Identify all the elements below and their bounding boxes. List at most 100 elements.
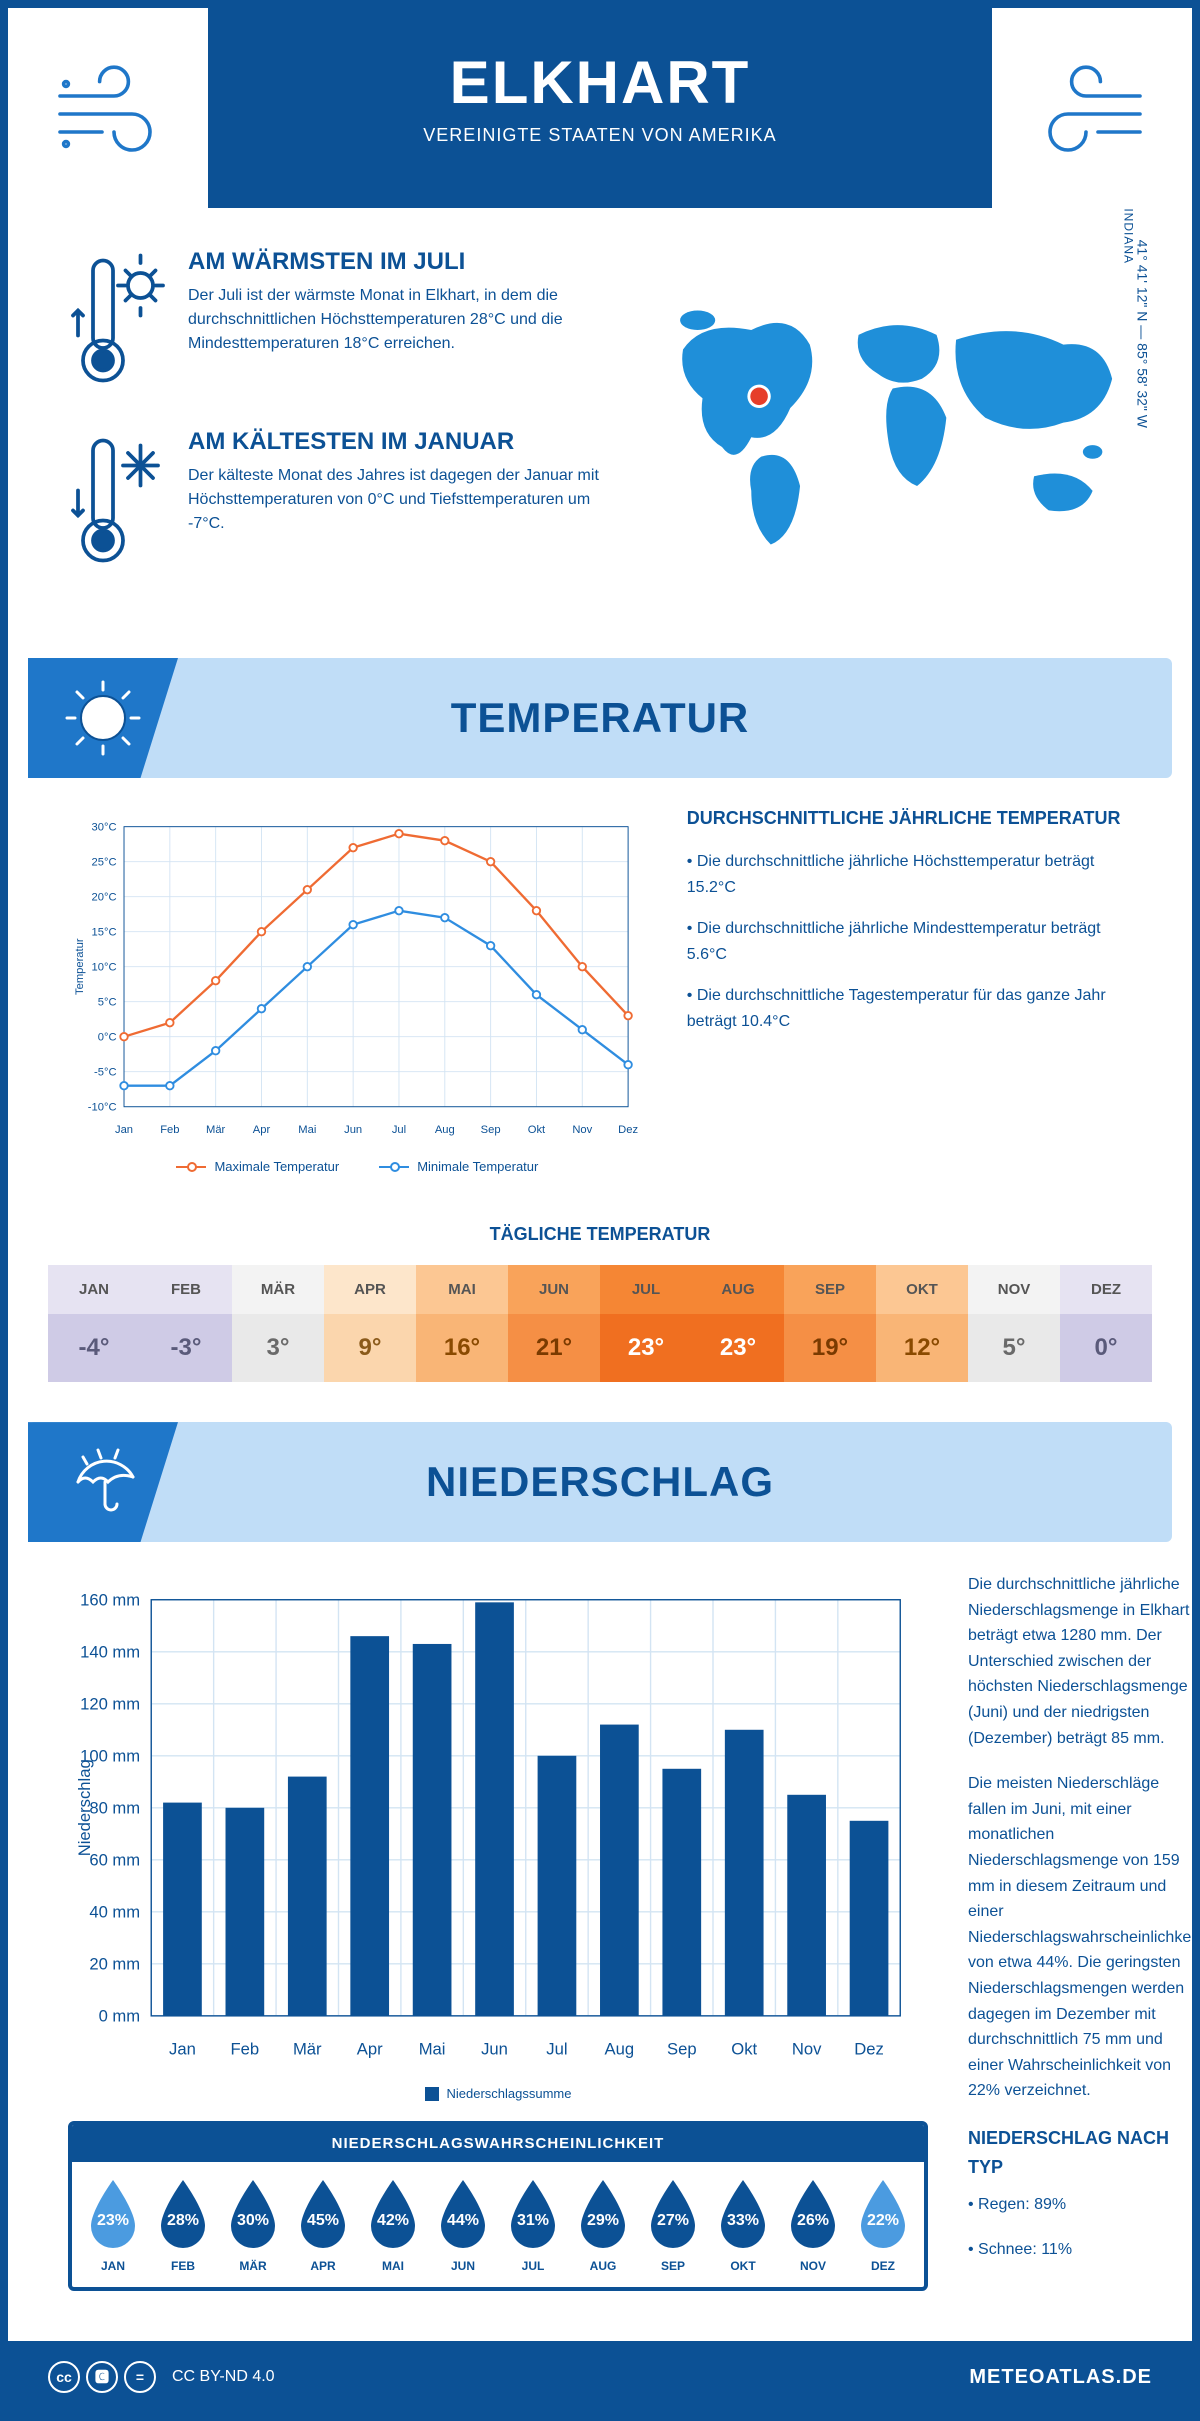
warmest-block: AM WÄRMSTEN IM JULI Der Juli ist der wär… bbox=[68, 248, 604, 398]
precipitation-chart: 0 mm20 mm40 mm60 mm80 mm100 mm120 mm140 … bbox=[68, 1572, 928, 2071]
daily-cell: MAI 16° bbox=[416, 1265, 508, 1382]
page: ELKHART VEREINIGTE STAATEN VON AMERIKA bbox=[0, 0, 1200, 2421]
svg-text:Dez: Dez bbox=[618, 1124, 638, 1136]
precip-p2: Die meisten Niederschläge fallen im Juni… bbox=[968, 1771, 1199, 2104]
temperature-chart: -10°C-5°C0°C5°C10°C15°C20°C25°C30°CJanFe… bbox=[68, 808, 647, 1174]
header-center: ELKHART VEREINIGTE STAATEN VON AMERIKA bbox=[208, 8, 992, 208]
svg-text:Dez: Dez bbox=[854, 2040, 884, 2059]
svg-text:Nov: Nov bbox=[572, 1124, 592, 1136]
svg-text:Jun: Jun bbox=[481, 2040, 508, 2059]
svg-text:-10°C: -10°C bbox=[88, 1101, 117, 1113]
sun-icon bbox=[63, 678, 143, 758]
svg-text:-5°C: -5°C bbox=[94, 1066, 117, 1078]
svg-text:40 mm: 40 mm bbox=[89, 1902, 140, 1921]
intro-section: AM WÄRMSTEN IM JULI Der Juli ist der wär… bbox=[8, 208, 1192, 648]
page-subtitle: VEREINIGTE STAATEN VON AMERIKA bbox=[208, 125, 992, 146]
svg-text:Jun: Jun bbox=[344, 1124, 362, 1136]
precip-drop: 33% OKT bbox=[710, 2176, 776, 2273]
precip-drop: 27% SEP bbox=[640, 2176, 706, 2273]
svg-text:Apr: Apr bbox=[357, 2040, 383, 2059]
by-icon: 🅲 bbox=[86, 2361, 118, 2393]
precip-drop: 26% NOV bbox=[780, 2176, 846, 2273]
svg-text:160 mm: 160 mm bbox=[80, 1590, 140, 1609]
svg-text:Jan: Jan bbox=[115, 1124, 133, 1136]
svg-text:Jan: Jan bbox=[169, 2040, 196, 2059]
svg-text:Temperatur: Temperatur bbox=[74, 938, 86, 995]
license-text: CC BY-ND 4.0 bbox=[172, 2368, 275, 2386]
warmest-title: AM WÄRMSTEN IM JULI bbox=[188, 248, 604, 276]
temp-bullet-1: • Die durchschnittliche jährliche Höchst… bbox=[687, 849, 1132, 900]
coordinates: 41° 41' 12" N — 85° 58' 32" W bbox=[1134, 240, 1150, 428]
coldest-title: AM KÄLTESTEN IM JANUAR bbox=[188, 428, 604, 456]
svg-text:Mai: Mai bbox=[298, 1124, 316, 1136]
daily-cell: AUG 23° bbox=[692, 1265, 784, 1382]
precip-drop: 45% APR bbox=[290, 2176, 356, 2273]
svg-text:80 mm: 80 mm bbox=[89, 1798, 140, 1817]
daily-cell: JUL 23° bbox=[600, 1265, 692, 1382]
thermometer-hot-icon bbox=[68, 248, 168, 398]
precip-drop: 28% FEB bbox=[150, 2176, 216, 2273]
cc-icons: cc 🅲 = bbox=[48, 2361, 156, 2393]
thermometer-cold-icon bbox=[68, 428, 168, 578]
precip-rain: • Regen: 89% bbox=[968, 2192, 1199, 2218]
svg-text:140 mm: 140 mm bbox=[80, 1642, 140, 1661]
temperature-heading: TEMPERATUR bbox=[451, 694, 750, 742]
svg-text:Sep: Sep bbox=[667, 2040, 697, 2059]
daily-cell: JUN 21° bbox=[508, 1265, 600, 1382]
daily-cell: DEZ 0° bbox=[1060, 1265, 1152, 1382]
precip-banner: NIEDERSCHLAG bbox=[28, 1422, 1172, 1542]
svg-text:60 mm: 60 mm bbox=[89, 1850, 140, 1869]
precip-drop: 30% MÄR bbox=[220, 2176, 286, 2273]
svg-text:20°C: 20°C bbox=[92, 891, 117, 903]
world-map: INDIANA 41° 41' 12" N — 85° 58' 32" W bbox=[644, 248, 1132, 608]
svg-text:Mai: Mai bbox=[419, 2040, 446, 2059]
svg-text:0 mm: 0 mm bbox=[99, 2006, 141, 2025]
svg-text:10°C: 10°C bbox=[92, 961, 117, 973]
temperature-info: DURCHSCHNITTLICHE JÄHRLICHE TEMPERATUR •… bbox=[687, 808, 1132, 1174]
svg-text:Okt: Okt bbox=[528, 1124, 546, 1136]
warmest-text: Der Juli ist der wärmste Monat in Elkhar… bbox=[188, 284, 604, 356]
svg-text:30°C: 30°C bbox=[92, 821, 117, 833]
svg-text:Niederschlag: Niederschlag bbox=[75, 1759, 94, 1856]
daily-cell: OKT 12° bbox=[876, 1265, 968, 1382]
coldest-block: AM KÄLTESTEN IM JANUAR Der kälteste Mona… bbox=[68, 428, 604, 578]
temp-bullet-2: • Die durchschnittliche jährliche Mindes… bbox=[687, 916, 1132, 967]
legend-max: Maximale Temperatur bbox=[214, 1159, 339, 1174]
svg-text:Mär: Mär bbox=[293, 2040, 322, 2059]
svg-text:Feb: Feb bbox=[231, 2040, 260, 2059]
header-right-decor bbox=[992, 8, 1192, 208]
temperature-banner: TEMPERATUR bbox=[28, 658, 1172, 778]
daily-cell: JAN -4° bbox=[48, 1265, 140, 1382]
precip-type-title: NIEDERSCHLAG NACH TYP bbox=[968, 2124, 1199, 2182]
cc-icon: cc bbox=[48, 2361, 80, 2393]
svg-text:Jul: Jul bbox=[546, 2040, 567, 2059]
coldest-text: Der kälteste Monat des Jahres ist dagege… bbox=[188, 464, 604, 536]
daily-cell: SEP 19° bbox=[784, 1265, 876, 1382]
footer: cc 🅲 = CC BY-ND 4.0 METEOATLAS.DE bbox=[8, 2341, 1192, 2413]
precip-drop: 22% DEZ bbox=[850, 2176, 916, 2273]
precip-drop: 31% JUL bbox=[500, 2176, 566, 2273]
legend-precip: Niederschlagssumme bbox=[447, 2086, 572, 2101]
header-left-decor bbox=[8, 8, 208, 208]
brand: METEOATLAS.DE bbox=[969, 2366, 1152, 2389]
daily-temp-table: JAN -4° FEB -3° MÄR 3° APR 9° MAI 16° JU… bbox=[48, 1265, 1152, 1382]
wind-icon bbox=[48, 48, 168, 168]
svg-text:Sep: Sep bbox=[481, 1124, 501, 1136]
svg-text:Apr: Apr bbox=[253, 1124, 271, 1136]
precip-drop: 23% JAN bbox=[80, 2176, 146, 2273]
temp-info-title: DURCHSCHNITTLICHE JÄHRLICHE TEMPERATUR bbox=[687, 808, 1132, 829]
header: ELKHART VEREINIGTE STAATEN VON AMERIKA bbox=[8, 8, 1192, 208]
precip-drop: 44% JUN bbox=[430, 2176, 496, 2273]
nd-icon: = bbox=[124, 2361, 156, 2393]
precip-legend: Niederschlagssumme bbox=[68, 2086, 928, 2101]
svg-text:Okt: Okt bbox=[731, 2040, 757, 2059]
precip-probability-panel: NIEDERSCHLAGSWAHRSCHEINLICHKEIT 23% JAN … bbox=[68, 2121, 928, 2291]
daily-temp-title: TÄGLICHE TEMPERATUR bbox=[8, 1224, 1192, 1245]
svg-text:5°C: 5°C bbox=[98, 996, 117, 1008]
svg-text:Feb: Feb bbox=[160, 1124, 179, 1136]
precip-drop: 29% AUG bbox=[570, 2176, 636, 2273]
map-marker bbox=[751, 388, 769, 406]
page-title: ELKHART bbox=[208, 48, 992, 117]
precip-snow: • Schnee: 11% bbox=[968, 2237, 1199, 2263]
svg-text:Aug: Aug bbox=[605, 2040, 635, 2059]
